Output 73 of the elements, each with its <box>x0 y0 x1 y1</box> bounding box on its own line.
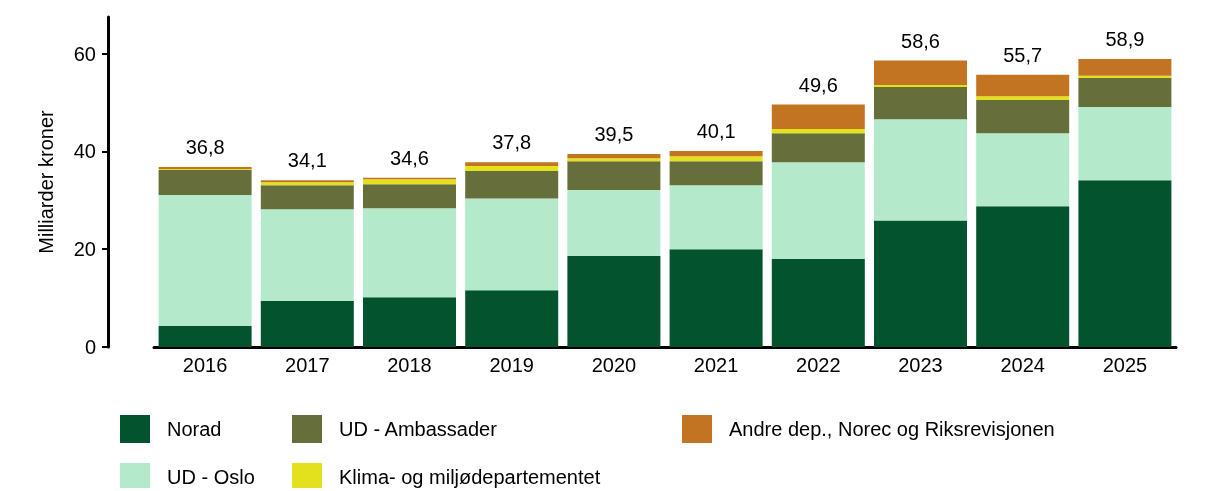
bar <box>976 74 1070 97</box>
bar <box>874 60 967 85</box>
bar <box>874 86 967 120</box>
legend-label: UD - Ambassader <box>339 418 498 440</box>
bar <box>669 156 763 162</box>
total-label: 34,6 <box>390 146 429 169</box>
y-tick-label: 60 <box>73 42 96 65</box>
total-label: 58,6 <box>901 29 940 52</box>
y-tick-label: 0 <box>84 336 96 358</box>
x-tick-label: 2016 <box>182 354 228 376</box>
legend-label: Klima- og miljødepartementet <box>339 466 601 488</box>
bar <box>771 133 865 163</box>
bar <box>669 161 763 186</box>
bar <box>1078 106 1172 181</box>
bar <box>363 184 456 209</box>
total-label: 40,1 <box>696 119 736 142</box>
bar <box>669 185 763 250</box>
total-label: 36,8 <box>185 136 225 159</box>
bar <box>874 220 967 347</box>
y-axis-title: Milliarder kroner <box>35 109 57 254</box>
bar <box>363 208 456 298</box>
bar <box>874 119 967 221</box>
total-label: 58,9 <box>1105 28 1145 51</box>
bar <box>771 162 865 259</box>
bar <box>465 290 559 347</box>
bar <box>567 190 661 257</box>
bar <box>976 100 1070 134</box>
x-tick-label: 2021 <box>693 354 739 376</box>
x-tick-label: 2025 <box>1102 354 1148 376</box>
bar <box>363 297 456 347</box>
bar <box>158 170 252 195</box>
bar <box>771 128 865 134</box>
bar <box>567 161 661 191</box>
bar <box>567 153 661 159</box>
bar <box>976 133 1070 207</box>
bar <box>976 206 1070 347</box>
x-tick-label: 2019 <box>489 354 534 376</box>
bar <box>465 166 559 171</box>
bar <box>567 158 661 162</box>
total-label: 55,7 <box>1003 43 1043 66</box>
bar <box>465 171 559 199</box>
total-label: 34,1 <box>287 149 327 172</box>
bar <box>1078 59 1172 76</box>
bar <box>771 104 865 129</box>
bar <box>1078 180 1172 347</box>
bar <box>158 194 252 326</box>
total-label: 37,8 <box>492 131 532 154</box>
x-tick-label: 2017 <box>285 354 330 376</box>
bar <box>771 259 865 347</box>
bar <box>1078 78 1172 107</box>
total-label: 39,5 <box>594 122 634 145</box>
total-label: 49,6 <box>798 73 838 96</box>
bar <box>567 256 661 347</box>
legend-label: Norad <box>167 418 222 440</box>
bar <box>976 96 1070 101</box>
legend-label: UD - Oslo <box>167 466 255 488</box>
bar <box>669 150 763 157</box>
legend-label: Andre dep., Norec og Riksrevisjonen <box>729 418 1055 440</box>
bar <box>669 249 763 347</box>
bar <box>363 179 456 185</box>
x-tick-label: 2023 <box>898 354 943 376</box>
y-tick-label: 40 <box>73 140 96 163</box>
bar <box>158 325 252 347</box>
x-tick-label: 2022 <box>796 354 841 376</box>
y-tick-label: 20 <box>73 238 96 261</box>
bar <box>260 185 354 210</box>
x-tick-label: 2018 <box>387 354 432 376</box>
bar <box>260 301 354 347</box>
bar <box>465 198 559 291</box>
bar <box>260 209 354 302</box>
x-tick-label: 2020 <box>591 354 637 376</box>
x-tick-label: 2024 <box>1000 354 1045 376</box>
bar <box>465 162 559 167</box>
